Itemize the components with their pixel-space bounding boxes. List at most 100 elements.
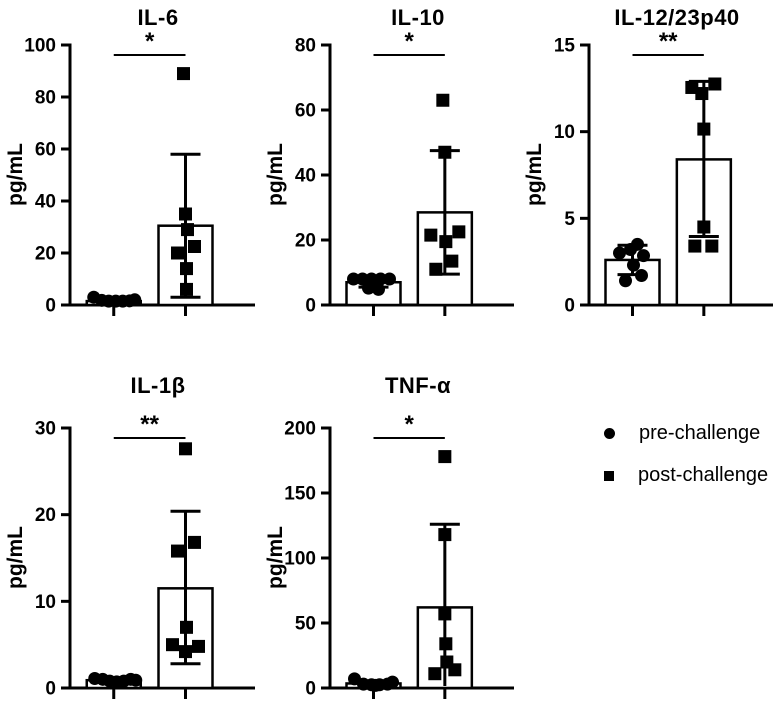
chart-title-il10: IL-10 <box>391 5 445 30</box>
data-point-square <box>180 262 193 276</box>
data-point-square <box>448 663 462 677</box>
y-tick-label: 15 <box>554 36 576 57</box>
data-point-square <box>181 223 194 237</box>
data-point-circle <box>386 675 399 689</box>
legend-item-post-challenge: post-challenge <box>604 464 778 487</box>
y-tick-label: 200 <box>284 419 316 440</box>
significance-label: * <box>404 28 414 55</box>
y-tick-label: 0 <box>305 679 316 700</box>
y-tick-label: 100 <box>284 549 316 570</box>
data-point-square <box>179 207 192 221</box>
y-tick-label: 150 <box>284 484 316 505</box>
y-axis-label: pg/mL <box>4 143 27 207</box>
chart-panel-il6: IL-6 pg/mL 0 20 40 60 80 100 * <box>0 0 260 340</box>
y-tick-label: 50 <box>295 614 316 635</box>
data-point-square <box>166 638 179 652</box>
data-point-square <box>180 282 193 296</box>
legend-label-pre-challenge: pre-challenge <box>639 422 761 444</box>
y-tick-label: 20 <box>35 505 56 526</box>
data-point-square <box>697 122 711 136</box>
data-point-circle <box>374 272 387 286</box>
plot-tnfa: 0 50 100 150 200 * <box>284 411 514 700</box>
y-tick-label: 30 <box>35 419 56 440</box>
data-point-circle <box>128 293 142 307</box>
data-point-circle <box>383 272 396 286</box>
y-tick-label: 20 <box>295 231 316 252</box>
data-point-square <box>428 667 442 681</box>
y-tick-label: 0 <box>305 296 316 317</box>
data-point-circle <box>619 274 632 288</box>
data-point-circle <box>362 281 375 295</box>
plot-il1b: 0 10 20 30 ** <box>35 411 255 700</box>
chart-title-il12-23p40: IL-12/23p40 <box>614 5 740 30</box>
chart-title-il1b: IL-1β <box>130 373 186 398</box>
plot-il10: 0 20 40 60 80 * <box>295 28 514 317</box>
data-point-square <box>438 145 452 159</box>
data-point-circle <box>635 269 648 283</box>
data-point-circle <box>347 272 360 286</box>
data-point-circle <box>627 258 640 272</box>
data-point-square <box>685 80 699 94</box>
chart-panel-il10: IL-10 pg/mL 0 20 40 60 80 * <box>260 0 519 340</box>
square-marker-icon <box>604 470 614 481</box>
data-point-circle <box>613 246 626 260</box>
y-axis-label: pg/mL <box>4 526 27 590</box>
data-point-square <box>179 645 192 659</box>
y-tick-label: 40 <box>295 166 316 187</box>
data-point-square <box>697 220 711 234</box>
data-point-square <box>177 67 190 81</box>
y-tick-label: 40 <box>35 192 56 213</box>
legend-item-pre-challenge: pre-challenge <box>604 422 778 445</box>
legend: pre-challenge post-challenge <box>519 360 778 701</box>
significance-label: ** <box>659 28 678 55</box>
y-tick-label: 80 <box>35 88 56 109</box>
legend-label-post-challenge: post-challenge <box>638 464 769 486</box>
data-point-circle <box>369 678 382 692</box>
plot-il6: 0 20 40 60 80 100 * <box>24 28 255 317</box>
data-point-square <box>188 240 201 253</box>
y-tick-label: 80 <box>295 36 316 57</box>
data-point-circle <box>372 282 385 296</box>
y-tick-label: 0 <box>45 296 56 317</box>
data-point-square <box>438 450 452 464</box>
chart-panel-il1b: IL-1β pg/mL 0 10 20 30 ** <box>0 360 260 701</box>
data-point-square <box>452 225 466 239</box>
data-point-square <box>179 442 192 456</box>
data-point-square <box>188 535 201 549</box>
data-point-square <box>424 228 438 242</box>
chart-title-tnfa: TNF-α <box>384 373 452 398</box>
significance-label: * <box>404 411 414 438</box>
y-tick-label: 10 <box>554 122 575 143</box>
data-point-square <box>705 239 719 253</box>
data-point-square <box>439 637 453 651</box>
data-point-square <box>708 77 722 91</box>
data-point-circle <box>624 243 637 257</box>
y-tick-label: 60 <box>295 101 316 122</box>
circle-marker-icon <box>604 428 615 439</box>
y-tick-label: 0 <box>45 679 56 700</box>
significance-label: * <box>145 28 155 55</box>
plot-il12-23p40: 0 5 10 15 ** <box>554 28 773 317</box>
data-point-square <box>429 262 443 276</box>
data-point-square <box>436 93 450 107</box>
y-axis-label: pg/mL <box>523 143 546 207</box>
y-tick-label: 60 <box>35 140 56 161</box>
data-point-circle <box>129 673 143 687</box>
y-tick-label: 0 <box>564 296 575 317</box>
y-tick-label: 5 <box>564 209 575 230</box>
data-point-square <box>438 607 452 621</box>
significance-label: ** <box>140 411 159 438</box>
y-tick-label: 10 <box>35 592 56 613</box>
data-point-square <box>171 544 184 558</box>
y-axis-label: pg/mL <box>264 526 287 590</box>
data-point-square <box>695 87 709 101</box>
chart-panel-tnfa: TNF-α pg/mL 0 50 100 150 200 * <box>260 360 519 701</box>
data-point-square <box>688 239 702 253</box>
chart-panel-il12-23p40: IL-12/23p40 pg/mL 0 5 10 15 ** <box>519 0 778 340</box>
y-axis-label: pg/mL <box>264 143 287 207</box>
data-point-square <box>171 246 184 260</box>
data-point-square <box>438 528 452 542</box>
y-tick-label: 100 <box>24 36 56 57</box>
data-point-square <box>445 254 459 268</box>
